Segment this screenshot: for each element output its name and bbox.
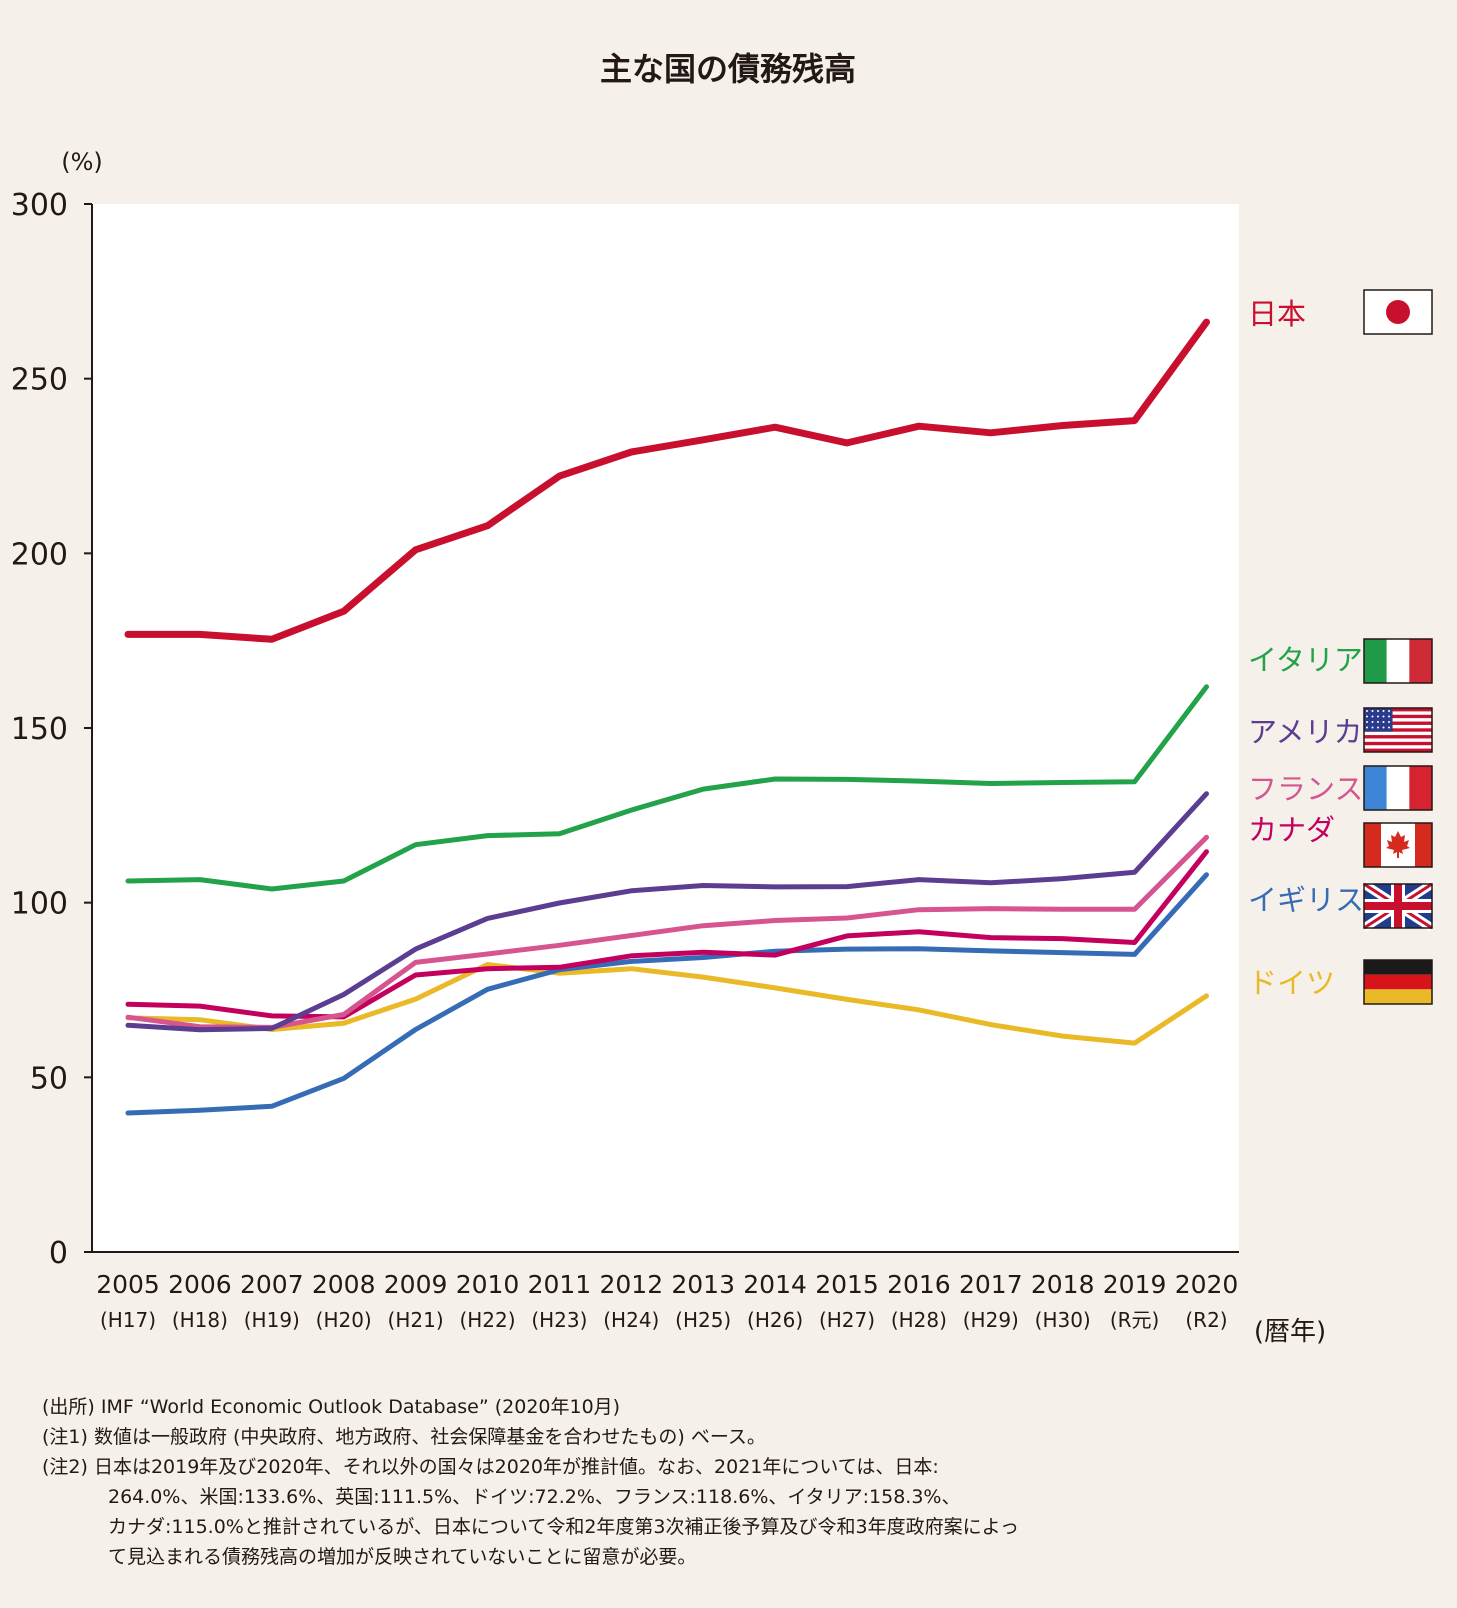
note-2-cont-1: 264.0%、米国:133.6%、英国:111.5%、ドイツ:72.2%、フラン…	[108, 1486, 961, 1508]
x-tick-sublabel: (H18)	[172, 1308, 228, 1332]
germany-flag-icon	[1363, 959, 1433, 1005]
series-line-2	[125, 791, 1209, 1033]
legend-label: アメリカ	[1248, 715, 1363, 749]
x-tick-sublabel: (R元)	[1110, 1308, 1160, 1332]
x-axis: 2005 (H17) 2006 (H18) 2007 (H19) 2008 (H20) 2009…	[96, 1270, 1238, 1332]
x-tick-sublabel: (H26)	[747, 1308, 803, 1332]
legend-label: イタリア	[1248, 643, 1363, 677]
x-tick-label: 2006	[168, 1270, 232, 1299]
x-tick-label: 2018	[1031, 1270, 1095, 1299]
x-tick-label: 2011	[528, 1270, 592, 1299]
uk-flag-icon	[1361, 880, 1435, 932]
x-tick-label: 2009	[384, 1270, 448, 1299]
note-1: (注1) 数値は一般政府 (中央政府、地方政府、社会保障基金を合わせたもの) ベ…	[42, 1426, 766, 1448]
x-tick-label: 2014	[743, 1270, 807, 1299]
y-tick-label: 200	[11, 537, 68, 572]
series-line-4	[125, 849, 1209, 1020]
x-tick-label: 2010	[456, 1270, 520, 1299]
series-line-0	[124, 318, 1210, 643]
x-tick-sublabel: (H28)	[891, 1308, 947, 1332]
legend-label: フランス	[1248, 772, 1363, 806]
italy-flag-icon	[1363, 638, 1433, 684]
note-2-cont-3: て見込まれる債務残高の増加が反映されていないことに留意が必要。	[108, 1546, 697, 1568]
x-tick-label: 2017	[959, 1270, 1023, 1299]
x-tick-label: 2019	[1103, 1270, 1167, 1299]
japan-flag-icon	[1363, 289, 1433, 335]
usa-flag-icon	[1363, 707, 1433, 753]
chart-title: 主な国の債務残高	[600, 50, 856, 88]
x-tick-sublabel: (H19)	[244, 1308, 300, 1332]
series-line-3	[125, 834, 1209, 1030]
series-lines	[124, 318, 1210, 1116]
note-2-cont-2: カナダ:115.0%と推計されているが、日本について令和2年度第3次補正後予算及…	[108, 1516, 1020, 1538]
x-tick-sublabel: (H23)	[531, 1308, 587, 1332]
y-tick-label: 250	[11, 363, 68, 398]
x-tick-label: 2012	[599, 1270, 663, 1299]
y-tick-label: 150	[11, 712, 68, 747]
x-tick-sublabel: (H20)	[316, 1308, 372, 1332]
legend-label: イギリス	[1248, 883, 1364, 917]
x-tick-label: 2016	[887, 1270, 951, 1299]
x-tick-sublabel: (H25)	[675, 1308, 731, 1332]
y-tick-label: 0	[49, 1236, 68, 1271]
x-tick-sublabel: (H27)	[819, 1308, 875, 1332]
x-tick-sublabel: (H29)	[963, 1308, 1019, 1332]
x-tick-sublabel: (H17)	[100, 1308, 156, 1332]
x-tick-label: 2020	[1175, 1270, 1239, 1299]
y-axis: 0 50 100 150 200 250 300	[11, 188, 92, 1271]
legend-label: ドイツ	[1248, 966, 1335, 1000]
x-tick-sublabel: (H21)	[388, 1308, 444, 1332]
y-tick-label: 300	[11, 188, 68, 223]
canada-flag-icon	[1363, 822, 1433, 868]
y-axis-label: (%)	[61, 148, 103, 176]
series-line-5	[125, 872, 1209, 1116]
x-tick-sublabel: (H22)	[459, 1308, 515, 1332]
y-tick-label: 100	[11, 887, 68, 922]
legend-label: 日本	[1248, 297, 1306, 331]
y-tick-label: 50	[30, 1061, 68, 1096]
note-2: (注2) 日本は2019年及び2020年、それ以外の国々は2020年が推計値。な…	[42, 1456, 939, 1478]
x-tick-sublabel: (H24)	[603, 1308, 659, 1332]
x-axis-label: (暦年)	[1254, 1317, 1326, 1347]
legend-label: カナダ	[1248, 813, 1335, 847]
notes: (出所) IMF “World Economic Outlook Databas…	[42, 1392, 1342, 1572]
x-tick-label: 2007	[240, 1270, 304, 1299]
x-tick-sublabel: (R2)	[1185, 1308, 1227, 1332]
series-line-6	[125, 962, 1209, 1046]
x-tick-label: 2013	[671, 1270, 735, 1299]
x-tick-sublabel: (H30)	[1035, 1308, 1091, 1332]
x-tick-label: 2008	[312, 1270, 376, 1299]
x-tick-label: 2005	[96, 1270, 160, 1299]
source-note: (出所) IMF “World Economic Outlook Databas…	[42, 1396, 621, 1418]
france-flag-icon	[1363, 765, 1433, 811]
x-tick-label: 2015	[815, 1270, 879, 1299]
series-line-1	[125, 684, 1209, 892]
plot-area	[92, 204, 1239, 1252]
